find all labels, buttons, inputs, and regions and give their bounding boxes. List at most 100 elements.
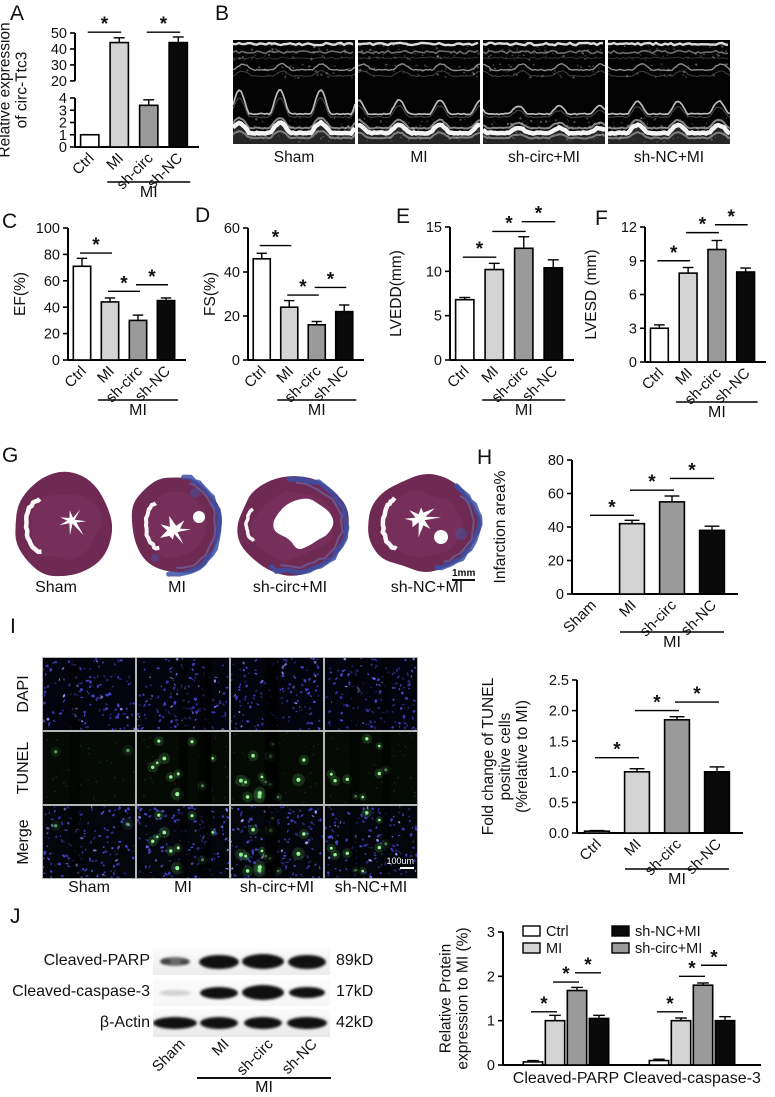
- svg-text:*: *: [120, 273, 128, 294]
- fluoro-cell-tunel-0: [42, 731, 136, 805]
- svg-text:LVEDD(mm): LVEDD(mm): [388, 250, 405, 337]
- heart-label-sham: Sham: [35, 579, 77, 596]
- fluoro-cell-tunel-1: [136, 731, 230, 805]
- svg-text:*: *: [299, 277, 307, 298]
- chart-relative-protein-expression: 0 1 2 3 Cleaved-PARP Cleaved-caspase-3 * * * * * * C…: [432, 900, 775, 1097]
- fluoro-cell-merge-1: [136, 805, 230, 879]
- panel-letter-f: F: [595, 207, 608, 230]
- fluoro-cell-merge-0: [42, 805, 136, 879]
- svg-text:LVESD (mm): LVESD (mm): [583, 249, 600, 339]
- western-blot-image: [153, 948, 330, 1037]
- svg-text:0: 0: [232, 353, 240, 369]
- svg-text:FS(%): FS(%): [202, 272, 219, 316]
- svg-text:60: 60: [548, 487, 564, 503]
- echo-label-sh-nc-mi: sh-NC+MI: [633, 149, 705, 166]
- svg-text:*: *: [327, 269, 335, 290]
- blot-band: [179, 959, 189, 964]
- svg-text:MI: MI: [663, 634, 681, 651]
- blot-band: [200, 986, 238, 999]
- svg-text:1: 1: [59, 128, 67, 144]
- blot-band: [200, 1017, 238, 1029]
- svg-text:MI: MI: [616, 597, 640, 621]
- blot-strip-1: [153, 979, 330, 1006]
- scale-bar-100um: 100um: [378, 856, 414, 869]
- svg-text:0: 0: [487, 1058, 495, 1074]
- svg-text:3: 3: [487, 925, 495, 941]
- svg-text:sh-circ+MI: sh-circ+MI: [635, 941, 702, 957]
- echocardiogram-image-sham: [233, 40, 355, 144]
- svg-text:20: 20: [51, 74, 67, 90]
- echo-label-sh-circ-mi: sh-circ+MI: [508, 149, 580, 166]
- col-label-sh-circ-mi: sh-circ+MI: [239, 879, 315, 896]
- svg-text:6: 6: [629, 288, 637, 304]
- col-label-sh-nc-mi: sh-NC+MI: [334, 879, 408, 896]
- heart-label-mi: MI: [168, 579, 186, 596]
- blot-band: [242, 954, 284, 969]
- svg-text:10: 10: [426, 264, 442, 280]
- svg-text:0: 0: [52, 353, 60, 369]
- svg-text:Ctrl: Ctrl: [639, 365, 668, 394]
- blot-band: [159, 989, 191, 996]
- blot-band: [199, 954, 239, 969]
- svg-text:EF(%): EF(%): [12, 272, 29, 316]
- lane-label-sh-nc: sh-NC: [278, 1035, 321, 1078]
- panel-letter-h: H: [477, 446, 493, 469]
- svg-text:60: 60: [224, 221, 240, 237]
- fluoro-cell-tunel-2: [230, 731, 324, 805]
- svg-text:Ctrl: Ctrl: [546, 924, 569, 940]
- echocardiogram-image-mi: [358, 40, 480, 144]
- blot-band: [242, 985, 284, 1000]
- svg-text:2.0: 2.0: [549, 704, 569, 720]
- mw-label-17kd: 17kD: [336, 983, 374, 1000]
- lane-label-sh-circ: sh-circ: [233, 1035, 277, 1079]
- echo-label-sham: Sham: [273, 149, 315, 166]
- chart-ef: 0 20 40 60 80 100 * * * Ctrl MI sh-circ sh-NC MI EF(%): [0, 195, 192, 440]
- svg-text:100: 100: [36, 221, 60, 237]
- fluoro-cell-merge-3: [324, 805, 418, 879]
- svg-text:MI: MI: [708, 404, 726, 421]
- mi-group-label: MI: [255, 1079, 273, 1096]
- svg-text:*: *: [505, 213, 513, 234]
- blot-band: [161, 959, 171, 964]
- svg-text:9: 9: [629, 254, 637, 270]
- fluoro-cell-tunel-3: [324, 731, 418, 805]
- svg-text:0: 0: [59, 140, 67, 156]
- svg-text:Ctrl: Ctrl: [61, 363, 90, 392]
- svg-text:sh-NC: sh-NC: [683, 836, 725, 878]
- svg-text:40: 40: [548, 520, 564, 536]
- svg-text:4: 4: [59, 91, 67, 107]
- blot-strip-0: [153, 948, 330, 975]
- svg-text:0.0: 0.0: [549, 826, 569, 842]
- svg-text:80: 80: [548, 453, 564, 469]
- svg-text:0.5: 0.5: [549, 795, 569, 811]
- blot-strip-2: [153, 1009, 330, 1037]
- echocardiogram-image-sh-nc-mi: [608, 40, 730, 144]
- svg-text:*: *: [101, 14, 109, 35]
- blot-band: [153, 1017, 197, 1029]
- svg-text:20: 20: [548, 554, 564, 570]
- blot-label-cleaved-caspase-3: Cleaved-caspase-3: [12, 983, 150, 1000]
- svg-text:2: 2: [487, 969, 495, 985]
- svg-text:50: 50: [51, 26, 67, 42]
- lane-label-mi: MI: [208, 1035, 233, 1060]
- svg-text:*: *: [670, 243, 678, 264]
- svg-text:(%relative to MI): (%relative to MI): [514, 700, 531, 813]
- svg-text:1: 1: [487, 1014, 495, 1030]
- svg-text:0: 0: [629, 355, 637, 371]
- svg-text:5: 5: [434, 309, 442, 325]
- svg-text:1.5: 1.5: [549, 734, 569, 750]
- svg-text:MI: MI: [308, 402, 326, 419]
- panel-letter-a: A: [10, 2, 25, 25]
- heart-label-sh-circ-mi: sh-circ+MI: [252, 579, 328, 596]
- blot-band: [244, 1017, 282, 1029]
- svg-text:Ctrl: Ctrl: [241, 363, 270, 392]
- svg-text:Relative Protein: Relative Protein: [438, 944, 455, 1053]
- svg-text:Ctrl: Ctrl: [576, 836, 605, 865]
- svg-text:sh-NC+MI: sh-NC+MI: [635, 924, 701, 940]
- svg-text:*: *: [608, 497, 616, 518]
- blot-label-beta-actin: β-Actin: [99, 1014, 150, 1031]
- svg-text:MI: MI: [668, 871, 686, 888]
- svg-text:*: *: [666, 994, 674, 1015]
- svg-text:*: *: [699, 215, 707, 236]
- svg-text:*: *: [535, 204, 543, 225]
